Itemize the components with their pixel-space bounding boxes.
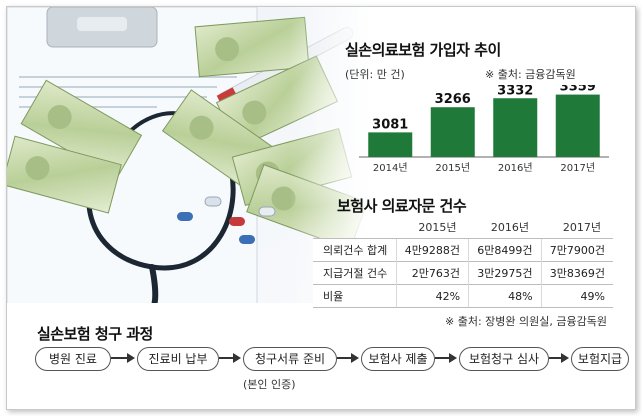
subscriber-chart-title: 실손의료보험 가입자 추이 bbox=[345, 41, 501, 59]
bar-value-label: 3359 bbox=[560, 85, 596, 95]
x-tick-label: 2014년 bbox=[373, 162, 408, 174]
subscriber-chart-source: ※ 출처: 금융감독원 bbox=[485, 68, 576, 81]
process-step-hospital: 병원 진료 bbox=[35, 347, 111, 371]
table-cell: 6만8499건 bbox=[468, 238, 542, 262]
advisory-table-source: ※ 출처: 장병완 의원실, 금융감독원 bbox=[445, 315, 607, 328]
process-step-note: (본인 인증) bbox=[243, 378, 296, 391]
table-cell: 4만9288건 bbox=[395, 238, 469, 262]
table-cell: 3만2975건 bbox=[468, 261, 542, 285]
table-cell: 48% bbox=[468, 284, 542, 308]
bar-value-label: 3081 bbox=[372, 117, 408, 132]
arrow-right-icon bbox=[219, 353, 241, 363]
process-step-submit: 보험사 제출 bbox=[361, 347, 435, 371]
process-step-documents: 청구서류 준비 bbox=[243, 347, 337, 371]
subscriber-chart-unit: (단위: 만 건) bbox=[345, 68, 405, 81]
table-col-header: 2017년 bbox=[562, 221, 601, 234]
table-header-row: 2015년 2016년 2017년 bbox=[313, 216, 613, 239]
process-step-payout: 보험지급 bbox=[571, 347, 629, 371]
table-row: 의뢰건수 합계 4만9288건 6만8499건 7만7900건 bbox=[313, 238, 613, 262]
bar bbox=[555, 94, 600, 157]
process-step-payment: 진료비 납부 bbox=[137, 347, 219, 371]
table-row: 지급거절 건수 2만763건 3만2975건 3만8369건 bbox=[313, 261, 613, 285]
bar bbox=[493, 98, 538, 157]
bar-value-label: 3332 bbox=[497, 85, 533, 98]
table-row-label: 의뢰건수 합계 bbox=[313, 238, 397, 262]
table-corner bbox=[313, 216, 396, 239]
table-row-label: 지급거절 건수 bbox=[313, 261, 397, 285]
table-row-label: 비율 bbox=[313, 284, 397, 308]
arrow-right-icon bbox=[111, 353, 135, 363]
bar bbox=[368, 132, 413, 157]
infographic-frame: 실손의료보험 가입자 추이 (단위: 만 건) ※ 출처: 금융감독원 3081… bbox=[6, 6, 636, 410]
process-step-review: 보험청구 심사 bbox=[459, 347, 549, 371]
arrow-right-icon bbox=[549, 353, 569, 363]
table-col-header: 2016년 bbox=[490, 221, 530, 234]
advisory-table: 2015년 2016년 2017년 의뢰건수 합계 4만9288건 6만8499… bbox=[313, 216, 613, 308]
table-cell: 2만763건 bbox=[395, 261, 469, 285]
x-tick-label: 2015년 bbox=[435, 162, 470, 174]
advisory-table-title: 보험사 의료자문 건수 bbox=[337, 197, 467, 215]
x-tick-label: 2016년 bbox=[498, 162, 533, 174]
bar-value-label: 3266 bbox=[435, 92, 471, 107]
claim-process-title: 실손보험 청구 과정 bbox=[37, 325, 153, 343]
x-tick-label: 2017년 bbox=[560, 162, 595, 174]
bar bbox=[430, 107, 475, 157]
table-cell: 3만8369건 bbox=[540, 261, 613, 285]
table-cell: 49% bbox=[540, 284, 613, 308]
table-cell: 42% bbox=[395, 284, 469, 308]
arrow-right-icon bbox=[337, 353, 359, 363]
table-row: 비율 42% 48% 49% bbox=[313, 284, 613, 308]
table-col-header: 2015년 bbox=[418, 221, 457, 234]
arrow-right-icon bbox=[435, 353, 457, 363]
subscriber-bar-chart: 3081 2014년 3266 2015년 3332 2016년 3359 2017년 bbox=[359, 85, 609, 174]
table-cell: 7만7900건 bbox=[540, 238, 613, 262]
